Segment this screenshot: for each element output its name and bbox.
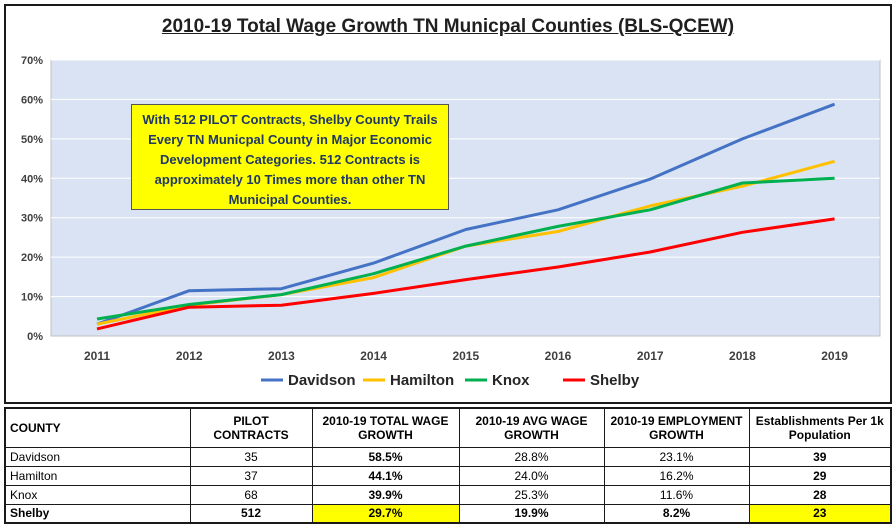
- table-row-shelby: Shelby 512 29.7% 19.9% 8.2% 23: [4, 503, 892, 524]
- x-tick-label: 2012: [176, 349, 203, 363]
- legend-label-knox: Knox: [492, 372, 530, 389]
- legend-label-davidson: Davidson: [288, 372, 356, 389]
- cell-employment: 8.2%: [603, 503, 750, 524]
- y-tick-label: 60%: [21, 94, 43, 106]
- cell-avg-wage: 19.9%: [458, 503, 605, 524]
- x-tick-label: 2013: [268, 349, 295, 363]
- cell-county: Shelby: [4, 503, 191, 524]
- x-tick-label: 2018: [729, 349, 756, 363]
- header-avg-wage-growth: 2010-19 AVG WAGE GROWTH: [458, 407, 605, 448]
- series-line-davidson: [96, 102, 836, 326]
- x-tick-label: 2016: [545, 349, 572, 363]
- cell-total-wage: 44.1%: [311, 465, 460, 486]
- header-establishments: Establishments Per 1k Population: [748, 407, 892, 448]
- cell-pilot: 68: [189, 484, 313, 505]
- cell-total-wage-highlight: 29.7%: [311, 503, 460, 524]
- annotation-callout: With 512 PILOT Contracts, Shelby County …: [131, 104, 449, 210]
- legend-label-shelby: Shelby: [590, 372, 640, 389]
- table-header-row: COUNTY PILOT CONTRACTS 2010-19 TOTAL WAG…: [4, 407, 892, 448]
- legend-label-hamilton: Hamilton: [390, 372, 454, 389]
- header-county: COUNTY: [4, 407, 191, 448]
- cell-avg-wage: 28.8%: [458, 446, 605, 467]
- chart-title: 2010-19 Total Wage Growth TN Municpal Co…: [161, 16, 735, 37]
- table-row: Hamilton 37 44.1% 24.0% 16.2% 29: [4, 465, 892, 486]
- cell-employment: 11.6%: [603, 484, 750, 505]
- county-comparison-table: COUNTY PILOT CONTRACTS 2010-19 TOTAL WAG…: [4, 407, 892, 524]
- chart-frame: 2010-19 Total Wage Growth TN Municpal Co…: [4, 4, 892, 404]
- y-tick-label: 40%: [21, 173, 43, 185]
- cell-establishments: 29: [748, 465, 892, 486]
- cell-avg-wage: 25.3%: [458, 484, 605, 505]
- header-total-wage-growth: 2010-19 TOTAL WAGE GROWTH: [311, 407, 460, 448]
- series-line-knox: [96, 176, 835, 321]
- y-tick-label: 0%: [27, 331, 43, 343]
- y-tick-label: 50%: [21, 134, 43, 146]
- cell-avg-wage: 24.0%: [458, 465, 605, 486]
- cell-county: Davidson: [4, 446, 191, 467]
- cell-establishments-highlight: 23: [748, 503, 892, 524]
- cell-pilot: 512: [189, 503, 313, 524]
- header-employment-growth: 2010-19 EMPLOYMENT GROWTH: [603, 407, 750, 448]
- cell-pilot: 37: [189, 465, 313, 486]
- cell-employment: 16.2%: [603, 465, 750, 486]
- table-row: Knox 68 39.9% 25.3% 11.6% 28: [4, 484, 892, 505]
- x-tick-label: 2011: [84, 349, 110, 363]
- x-tick-label: 2014: [360, 349, 387, 363]
- cell-establishments: 28: [748, 484, 892, 505]
- cell-establishments: 39: [748, 446, 892, 467]
- y-tick-label: 30%: [21, 213, 43, 225]
- cell-employment: 23.1%: [603, 446, 750, 467]
- table-row: Davidson 35 58.5% 28.8% 23.1% 39: [4, 446, 892, 467]
- cell-county: Hamilton: [4, 465, 191, 486]
- cell-pilot: 35: [189, 446, 313, 467]
- x-tick-label: 2015: [452, 349, 479, 363]
- y-tick-label: 70%: [21, 55, 43, 67]
- cell-total-wage: 58.5%: [311, 446, 460, 467]
- y-tick-label: 20%: [21, 252, 43, 264]
- cell-total-wage: 39.9%: [311, 484, 460, 505]
- series-line-shelby: [96, 217, 835, 331]
- x-tick-label: 2019: [821, 349, 848, 363]
- cell-county: Knox: [4, 484, 191, 505]
- y-tick-label: 10%: [21, 292, 43, 304]
- x-tick-label: 2017: [637, 349, 664, 363]
- header-pilot-contracts: PILOT CONTRACTS: [189, 407, 313, 448]
